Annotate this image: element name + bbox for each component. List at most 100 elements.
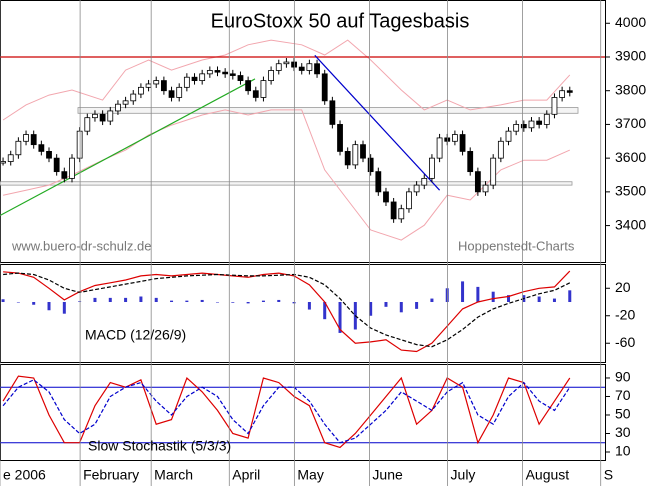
candle	[275, 63, 282, 71]
histogram-bar	[215, 302, 219, 303]
x-tick-label: July	[451, 467, 476, 483]
candle	[122, 100, 129, 105]
y-tick-label: 70	[615, 387, 631, 403]
candle	[520, 124, 527, 129]
y-tick-label: 10	[615, 443, 631, 459]
candle	[92, 113, 98, 119]
histogram-bar	[32, 302, 36, 305]
histogram-bar	[384, 302, 388, 307]
histogram-bar	[507, 295, 511, 303]
candle	[237, 75, 244, 81]
candle	[306, 63, 313, 71]
y-tick-label: 30	[615, 424, 631, 440]
candle	[474, 171, 481, 193]
histogram-bar	[277, 299, 281, 303]
x-tick-label: May	[297, 467, 323, 483]
candle	[467, 151, 474, 173]
candle	[528, 120, 535, 129]
x-tick-label: March	[154, 467, 193, 483]
candle	[229, 73, 236, 76]
candle	[252, 90, 259, 98]
candle	[222, 71, 229, 75]
candle	[436, 137, 443, 159]
zone	[77, 107, 579, 114]
histogram-bar	[93, 297, 97, 303]
histogram-bar	[369, 302, 373, 316]
candle	[145, 83, 152, 88]
histogram-bar	[307, 302, 311, 310]
x-tick-label: S	[604, 467, 613, 483]
candle	[375, 171, 382, 193]
x-tick-label: e 2006	[3, 467, 46, 483]
x-tick-label: February	[83, 467, 139, 483]
histogram-bar	[154, 297, 158, 303]
candle	[84, 117, 91, 132]
histogram-bar	[461, 281, 465, 303]
candle	[459, 134, 466, 152]
candle	[283, 61, 290, 65]
y-tick-label: 3400	[615, 216, 646, 232]
x-tick-label: June	[372, 467, 403, 483]
y-tick-label: 3700	[615, 115, 646, 131]
histogram-bar	[568, 290, 572, 303]
candle	[536, 120, 543, 125]
candle	[398, 208, 405, 220]
candle	[429, 157, 435, 179]
candle	[497, 140, 504, 159]
candle	[344, 151, 351, 166]
band	[2, 39, 571, 121]
candle	[383, 191, 389, 203]
candle	[168, 90, 175, 98]
histogram-bar	[415, 302, 419, 309]
y-tick-label: -20	[615, 306, 635, 322]
indicator-label: Slow Stochastik (5/3/3)	[88, 438, 231, 454]
y-tick-label: 3600	[615, 149, 646, 165]
candle	[38, 144, 45, 152]
candle	[7, 154, 14, 162]
candle	[99, 113, 106, 122]
candle	[23, 134, 29, 142]
histogram-bar	[139, 296, 143, 303]
histogram-bar	[1, 299, 5, 303]
candle	[329, 100, 336, 125]
histogram-bar	[78, 301, 82, 303]
y-tick-label: 20	[615, 279, 631, 295]
histogram-bar	[552, 298, 556, 303]
indicator-line	[2, 379, 571, 444]
candle	[160, 80, 167, 92]
candle	[482, 184, 489, 193]
watermark: www.buero-dr-schulz.de	[11, 238, 151, 253]
candle	[30, 134, 37, 146]
histogram-bar	[323, 302, 327, 320]
indicator-line	[3, 272, 571, 348]
y-tick-label: 3500	[615, 183, 646, 199]
histogram-bar	[200, 299, 204, 303]
histogram-bar	[62, 302, 66, 314]
candle	[505, 130, 512, 142]
candle	[543, 113, 550, 125]
y-tick-label: 90	[615, 369, 631, 385]
candle	[214, 70, 221, 73]
candle	[421, 177, 428, 186]
histogram-bar	[170, 300, 174, 303]
candle	[367, 157, 374, 173]
panel	[0, 0, 606, 263]
y-tick-label: -60	[615, 334, 635, 350]
candle	[321, 73, 328, 102]
candle	[130, 93, 137, 102]
candle	[115, 103, 121, 112]
zone	[0, 181, 573, 186]
indicator-line	[2, 375, 571, 449]
histogram-bar	[261, 300, 265, 303]
trend-line	[0, 78, 256, 217]
candle	[199, 73, 206, 81]
candle	[153, 80, 160, 85]
histogram-bar	[491, 291, 495, 303]
candle	[260, 80, 267, 98]
candle	[551, 97, 558, 115]
candle	[0, 161, 6, 164]
candle	[559, 90, 566, 98]
candle	[15, 140, 22, 156]
